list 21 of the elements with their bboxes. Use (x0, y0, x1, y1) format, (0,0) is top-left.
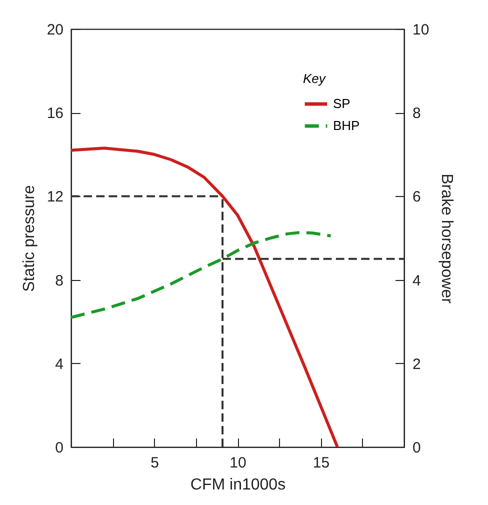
legend-label: BHP (333, 118, 360, 133)
y-tick-label: 8 (55, 272, 64, 290)
y2-tick-label: 6 (412, 188, 421, 206)
y-tick-label: 16 (46, 105, 64, 122)
y-tick-label: 12 (46, 188, 64, 206)
y2-tick-label: 8 (412, 105, 421, 122)
y-tick-label: 20 (46, 22, 64, 38)
legend-label: SP (333, 96, 350, 111)
y2-tick-label: 10 (412, 22, 430, 38)
y-axis-title: Static pressure (20, 185, 38, 292)
y2-tick-label: 2 (412, 356, 421, 373)
legend-title: Key (303, 71, 327, 86)
y2-tick-label: 0 (412, 440, 421, 456)
y2-tick-label: 4 (412, 272, 421, 290)
y-tick-label: 0 (55, 440, 64, 456)
x-axis-title: CFM in1000s (190, 476, 286, 494)
x-tick-label: 10 (230, 454, 246, 472)
x-tick-label: 15 (312, 454, 330, 472)
y-tick-label: 4 (55, 356, 64, 373)
y2-axis-title: Brake horsepower (438, 174, 456, 304)
x-tick-label: 5 (150, 454, 159, 472)
